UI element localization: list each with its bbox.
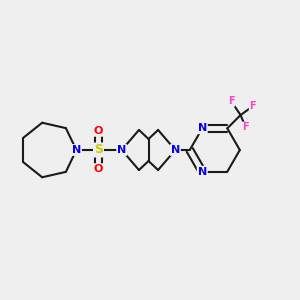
Text: S: S — [94, 143, 103, 157]
Text: N: N — [198, 167, 207, 177]
Text: O: O — [94, 126, 103, 136]
Text: N: N — [72, 145, 81, 155]
Text: F: F — [228, 96, 234, 106]
Text: F: F — [242, 122, 249, 132]
Text: N: N — [171, 145, 180, 155]
Text: F: F — [250, 101, 256, 111]
Text: O: O — [94, 164, 103, 174]
Text: N: N — [117, 145, 126, 155]
Text: N: N — [198, 123, 207, 133]
